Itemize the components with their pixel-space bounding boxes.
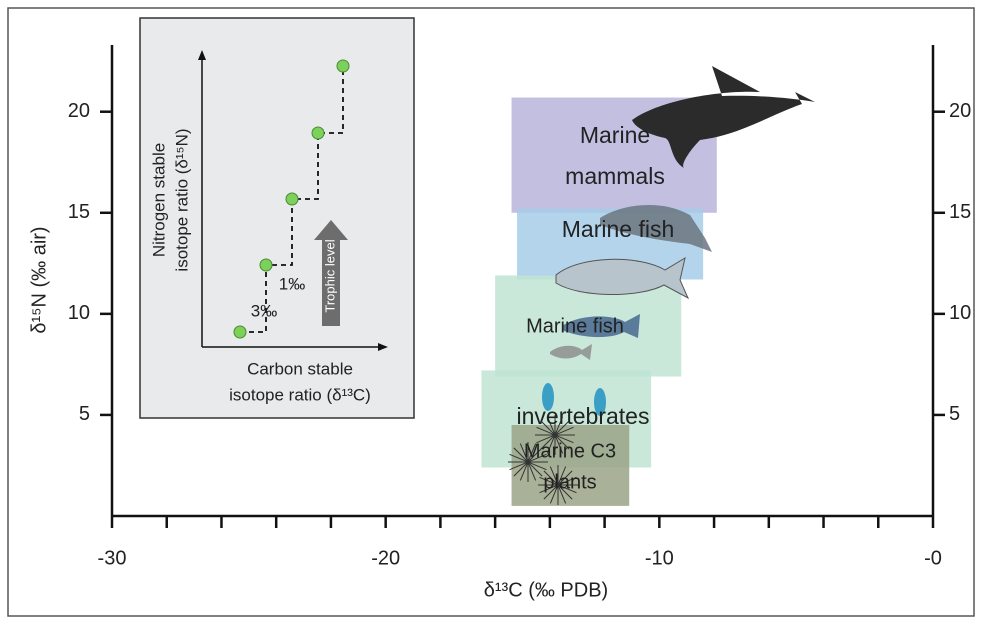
x-tick-label: -20 [371, 547, 400, 569]
inset-arrowhead [378, 343, 388, 351]
inset-x-label: isotope ratio (δ¹³C) [229, 385, 371, 404]
copepod [542, 383, 554, 411]
box-label: Marine fish [526, 315, 624, 337]
trophic-label: Trophic level [322, 239, 337, 312]
fish [562, 314, 640, 338]
inset-dot [233, 325, 247, 339]
box-label: plants [543, 471, 596, 493]
x-tick-label: -0 [924, 547, 942, 569]
inset-dot [285, 192, 299, 206]
plankton [536, 426, 574, 444]
inset-x-label: Carbon stable [247, 359, 353, 378]
y-tick-label: 10 [68, 302, 90, 324]
x-axis-label: δ¹³C (‰ PDB) [484, 579, 608, 601]
inset-dot [259, 258, 273, 272]
x-tick-label: -10 [645, 547, 674, 569]
inset-y-label: isotope ratio (δ¹⁵N) [172, 128, 191, 271]
inset-arrowhead [198, 50, 206, 60]
frame [7, 7, 975, 617]
y2-tick-label: 20 [949, 100, 971, 122]
y-tick-label: 20 [68, 100, 90, 122]
y-tick-label: 15 [68, 201, 90, 223]
inset-dot [336, 59, 350, 73]
y-tick-label: 5 [79, 403, 90, 425]
box-label: Marine C3 [524, 440, 616, 462]
y2-tick-label: 10 [949, 302, 971, 324]
fish [555, 256, 690, 300]
inset-box [139, 17, 415, 419]
dolphin [600, 204, 712, 252]
x-tick-label: -30 [98, 547, 127, 569]
box-label: Marine [580, 122, 650, 148]
plankton [509, 453, 547, 471]
step-label: 1‰ [279, 274, 305, 293]
y2-tick-label: 15 [949, 201, 971, 223]
box-label: Marine fish [562, 216, 674, 242]
step-label: 3‰ [251, 301, 277, 320]
inset-dots [233, 59, 350, 339]
inset-dot [311, 126, 325, 140]
box-label: invertebrates [517, 403, 650, 429]
trophic-arrow [314, 220, 348, 326]
inset-y-label: Nitrogen stable [149, 143, 168, 257]
copepod [594, 388, 606, 416]
y-axis-label: δ¹⁵N (‰ air) [28, 226, 50, 333]
orca [632, 66, 815, 168]
y2-tick-label: 5 [949, 403, 960, 425]
box-label: mammals [565, 163, 665, 189]
inset: Trophic level 1‰ 3‰ Nitrogen stable isot… [139, 17, 415, 419]
plankton [539, 476, 577, 494]
fish [550, 344, 592, 360]
